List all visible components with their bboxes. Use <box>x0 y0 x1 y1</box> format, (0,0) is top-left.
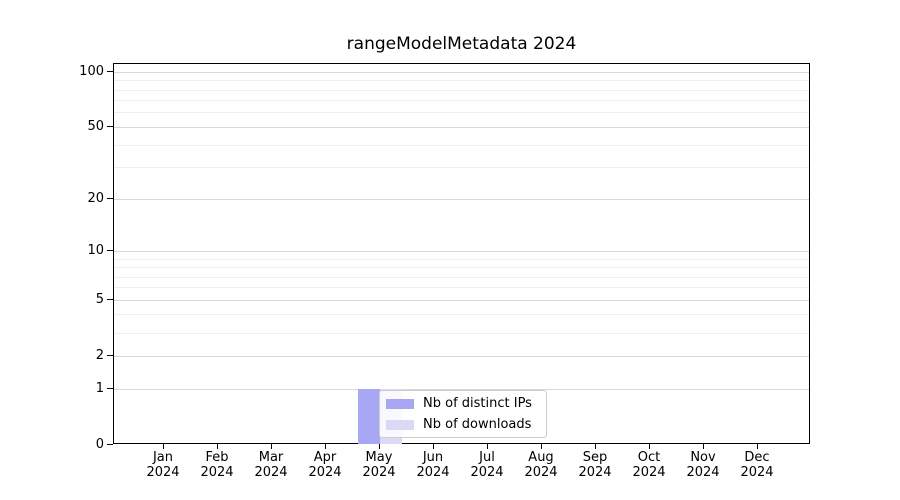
minor-gridline <box>114 287 809 289</box>
x-tick-year: 2024 <box>254 464 288 480</box>
x-tick-month: Apr <box>313 450 337 465</box>
y-tick-mark <box>107 197 113 199</box>
legend-swatch <box>386 419 414 430</box>
x-tick-month: Oct <box>637 450 661 465</box>
x-tick-year: 2024 <box>740 464 774 480</box>
y-tick-mark <box>107 354 113 356</box>
x-tick-year: 2024 <box>200 464 234 480</box>
minor-gridline <box>114 258 809 260</box>
x-tick-mark <box>648 444 650 449</box>
y-tick-label: 20 <box>87 190 104 206</box>
y-tick-label: 100 <box>79 63 104 79</box>
y-tick-label: 10 <box>87 242 104 258</box>
y-tick-mark <box>107 298 113 300</box>
x-tick-month: Feb <box>205 450 229 465</box>
y-tick-label: 50 <box>87 118 104 134</box>
x-tick-year: 2024 <box>578 464 612 480</box>
minor-gridline <box>114 167 809 169</box>
minor-gridline <box>114 80 809 82</box>
legend-label: Nb of downloads <box>423 417 532 432</box>
legend-swatch <box>386 398 414 409</box>
minor-gridline <box>114 267 809 268</box>
x-tick-label: Jan 2024 <box>131 450 195 480</box>
x-tick-mark <box>270 444 272 449</box>
y-tick-mark <box>107 70 113 72</box>
x-tick-month: May <box>365 450 393 465</box>
x-tick-mark <box>216 444 218 449</box>
x-tick-month: Dec <box>744 450 770 465</box>
x-tick-mark <box>432 444 434 449</box>
x-tick-year: 2024 <box>416 464 450 480</box>
y-tick-mark <box>107 387 113 389</box>
minor-gridline <box>114 276 809 278</box>
major-gridline <box>114 299 809 301</box>
x-tick-month: Nov <box>690 450 716 465</box>
minor-gridline <box>114 100 809 102</box>
chart-title: rangeModelMetadata 2024 <box>346 34 577 54</box>
minor-gridline <box>114 89 809 91</box>
x-tick-month: Mar <box>258 450 284 465</box>
plot-area <box>113 63 810 444</box>
x-tick-mark <box>594 444 596 449</box>
minor-gridline <box>114 144 809 146</box>
x-tick-label: Jun 2024 <box>401 450 465 480</box>
y-tick-mark <box>107 249 113 251</box>
x-tick-label: Oct 2024 <box>617 450 681 480</box>
x-tick-month: Jan <box>152 450 174 465</box>
y-tick-mark <box>107 443 113 445</box>
x-tick-year: 2024 <box>308 464 342 480</box>
minor-gridline <box>114 112 809 114</box>
x-tick-label: May 2024 <box>347 450 411 480</box>
x-tick-label: Sep 2024 <box>563 450 627 480</box>
x-tick-label: Nov 2024 <box>671 450 735 480</box>
x-tick-year: 2024 <box>146 464 180 480</box>
y-tick-label: 2 <box>95 347 104 363</box>
x-tick-year: 2024 <box>632 464 666 480</box>
y-tick-mark <box>107 125 113 127</box>
major-gridline <box>114 250 809 252</box>
y-tick-label: 5 <box>95 291 104 307</box>
major-gridline <box>114 388 809 390</box>
major-gridline <box>114 198 809 200</box>
major-gridline <box>114 126 809 128</box>
y-tick-label: 0 <box>95 436 104 452</box>
x-tick-mark <box>756 444 758 449</box>
x-tick-year: 2024 <box>524 464 558 480</box>
minor-gridline <box>114 314 809 316</box>
minor-gridline <box>114 332 809 334</box>
bar-nb-of-distinct-ips <box>358 389 380 444</box>
legend: Nb of distinct IPs Nb of downloads <box>379 390 547 438</box>
x-tick-mark <box>540 444 542 449</box>
x-tick-label: Feb 2024 <box>185 450 249 480</box>
legend-entry: Nb of distinct IPs <box>386 396 538 412</box>
x-tick-year: 2024 <box>686 464 720 480</box>
y-tick-label: 1 <box>95 380 104 396</box>
legend-label: Nb of distinct IPs <box>423 396 532 411</box>
x-tick-month: Aug <box>528 450 554 465</box>
x-tick-year: 2024 <box>470 464 504 480</box>
x-tick-month: Sep <box>582 450 608 465</box>
major-gridline <box>114 355 809 357</box>
x-tick-mark <box>162 444 164 449</box>
major-gridline <box>114 71 809 73</box>
x-tick-year: 2024 <box>362 464 396 480</box>
x-tick-month: Jun <box>422 450 444 465</box>
x-tick-label: Mar 2024 <box>239 450 303 480</box>
x-tick-mark <box>486 444 488 449</box>
legend-entry: Nb of downloads <box>386 417 538 433</box>
x-tick-mark <box>324 444 326 449</box>
x-tick-label: Apr 2024 <box>293 450 357 480</box>
x-tick-label: Dec 2024 <box>725 450 789 480</box>
x-tick-mark <box>702 444 704 449</box>
x-tick-mark <box>378 444 380 449</box>
x-tick-month: Jul <box>479 450 495 465</box>
x-tick-label: Aug 2024 <box>509 450 573 480</box>
x-tick-label: Jul 2024 <box>455 450 519 480</box>
